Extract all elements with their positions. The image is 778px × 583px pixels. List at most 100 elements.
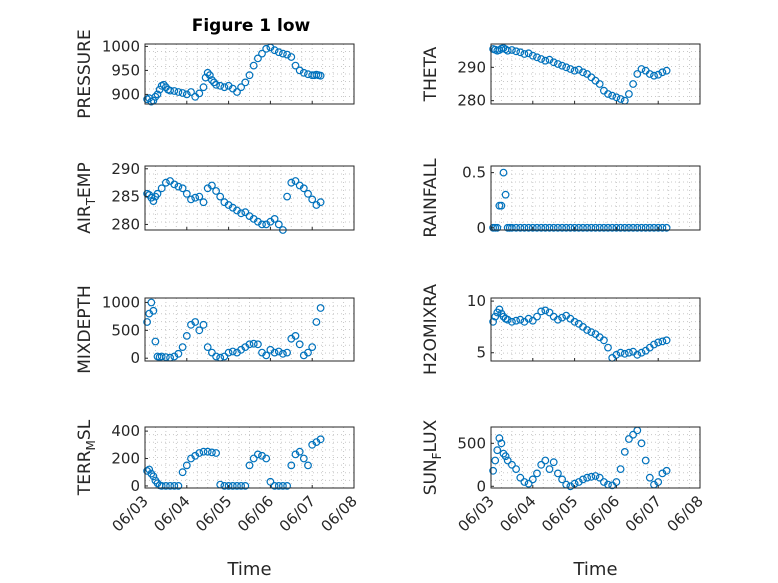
data-point bbox=[562, 223, 571, 232]
data-point bbox=[241, 482, 250, 490]
data-point bbox=[149, 472, 158, 481]
data-point bbox=[270, 348, 279, 357]
data-point bbox=[295, 66, 304, 75]
data-point bbox=[497, 201, 506, 210]
data-point bbox=[161, 178, 170, 187]
data-point bbox=[499, 168, 508, 177]
y-tick-label: 280 bbox=[111, 215, 140, 233]
axes-frame bbox=[144, 165, 355, 231]
data-point bbox=[520, 478, 529, 486]
data-point bbox=[654, 70, 663, 79]
data-point bbox=[228, 347, 237, 356]
data-point bbox=[616, 95, 625, 103]
data-point bbox=[591, 472, 600, 480]
data-point bbox=[662, 336, 671, 345]
data-point bbox=[279, 482, 287, 490]
data-point bbox=[207, 76, 216, 84]
data-point bbox=[533, 223, 541, 232]
data-point bbox=[249, 339, 258, 348]
data-point bbox=[299, 68, 308, 77]
data-point bbox=[161, 353, 170, 362]
data-point bbox=[583, 326, 591, 334]
data-point bbox=[210, 78, 218, 87]
data-point bbox=[595, 473, 604, 482]
data-point bbox=[166, 86, 175, 95]
data-point bbox=[174, 182, 183, 191]
data-point bbox=[203, 343, 212, 352]
data-point bbox=[662, 66, 671, 75]
data-point bbox=[533, 469, 541, 478]
y-tick-label: 500 bbox=[111, 321, 140, 339]
data-point bbox=[528, 475, 537, 484]
data-point bbox=[650, 223, 658, 232]
data-point bbox=[645, 70, 654, 78]
data-point bbox=[195, 449, 204, 457]
data-point bbox=[220, 352, 229, 361]
data-point bbox=[491, 312, 500, 321]
x-tick-label: 06/05 bbox=[192, 492, 235, 535]
data-point bbox=[195, 89, 204, 98]
data-point bbox=[658, 469, 667, 478]
data-point bbox=[549, 458, 558, 467]
data-point bbox=[157, 184, 166, 193]
subplot-6: 5 10 H2OMIXRA bbox=[421, 284, 701, 375]
data-point bbox=[587, 328, 596, 337]
y-tick-label: 285 bbox=[111, 188, 140, 206]
axes-frame bbox=[144, 297, 355, 362]
data-point bbox=[143, 318, 152, 326]
data-point bbox=[629, 223, 637, 232]
data-point bbox=[170, 482, 179, 490]
data-point bbox=[316, 198, 325, 207]
data-series bbox=[143, 298, 325, 362]
data-point bbox=[654, 223, 663, 232]
data-point bbox=[174, 349, 183, 358]
data-point bbox=[524, 223, 533, 232]
data-point bbox=[537, 460, 546, 469]
data-point bbox=[295, 340, 304, 349]
data-point bbox=[153, 90, 162, 99]
data-point bbox=[274, 220, 283, 229]
data-point bbox=[566, 482, 575, 491]
axes-frame bbox=[490, 165, 701, 231]
data-point bbox=[520, 223, 529, 232]
x-tick-label: 06/07 bbox=[276, 492, 319, 535]
data-point bbox=[662, 466, 671, 475]
data-point bbox=[287, 461, 296, 470]
data-point bbox=[245, 71, 254, 80]
data-point bbox=[579, 223, 587, 232]
data-point bbox=[489, 317, 498, 326]
data-point bbox=[554, 60, 562, 68]
data-point bbox=[207, 448, 216, 457]
data-point bbox=[566, 65, 575, 73]
data-point bbox=[604, 90, 612, 98]
data-point bbox=[262, 351, 271, 360]
data-point bbox=[199, 447, 208, 456]
data-point bbox=[241, 78, 250, 87]
data-point bbox=[620, 349, 629, 358]
data-point bbox=[491, 456, 500, 465]
x-tick-label: 06/04 bbox=[496, 492, 539, 535]
subplot-3: 280 285 290 AIRTEMP bbox=[75, 160, 355, 234]
data-point bbox=[253, 54, 262, 63]
data-point bbox=[308, 343, 317, 352]
data-point bbox=[207, 348, 216, 357]
data-point bbox=[608, 223, 617, 232]
y-axis-label: PRESSURE bbox=[75, 29, 95, 118]
data-point bbox=[587, 223, 596, 232]
data-point bbox=[574, 65, 583, 74]
y-tick-label: 0 bbox=[476, 477, 486, 495]
data-point bbox=[662, 223, 671, 232]
data-point bbox=[287, 53, 296, 61]
data-point bbox=[187, 88, 195, 96]
y-axis-label: TERRMSL bbox=[75, 419, 98, 496]
data-point bbox=[253, 340, 262, 349]
data-point bbox=[545, 465, 554, 474]
data-point bbox=[304, 461, 312, 470]
data-point bbox=[566, 223, 575, 232]
data-point bbox=[245, 340, 254, 349]
data-point bbox=[645, 223, 654, 232]
data-point bbox=[645, 473, 654, 482]
data-point bbox=[620, 448, 629, 456]
data-point bbox=[182, 332, 191, 340]
